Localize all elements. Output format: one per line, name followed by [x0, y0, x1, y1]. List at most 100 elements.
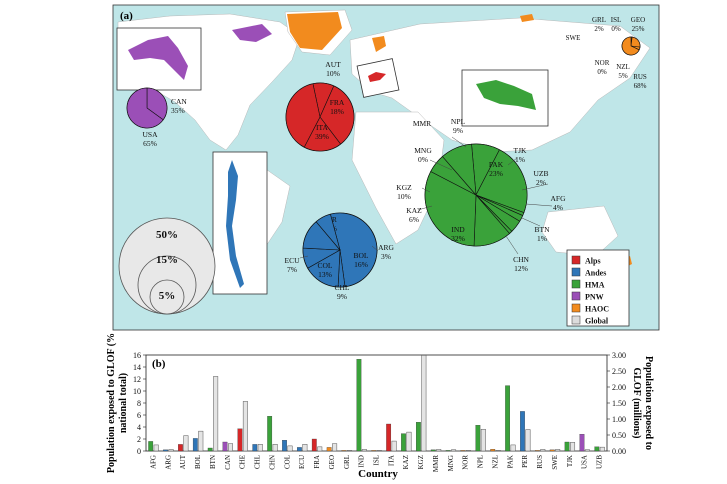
pie-value-hma-afg: 4% [553, 203, 563, 212]
region-legend: Alps Andes HMA PNW HAOC Global [566, 249, 630, 327]
pie-label-hma-btn: BTN [535, 225, 551, 234]
pie-value-andes-ecu: 7% [287, 265, 297, 274]
y-tick-right-3-00: 3.00 [612, 351, 626, 360]
y-tick-right-2-50: 2.50 [612, 367, 626, 376]
x-tick-mmr: MMR [432, 455, 440, 472]
pie-value-haoc-isl: 0% [611, 25, 621, 33]
pie-label-hma-uzb: UZB [534, 169, 549, 178]
x-tick-ecu: ECU [298, 455, 306, 469]
x-tick-che: CHE [239, 455, 247, 469]
glacier-pnw-map [232, 24, 272, 42]
bar-population-che [242, 401, 248, 452]
x-tick-kgz: KGZ [417, 455, 425, 469]
x-tick-ita: ITA [387, 455, 395, 466]
bar-percent-mmr [430, 449, 436, 452]
pie-label-alps-fra: FRA [330, 98, 345, 107]
bar-percent-isl [371, 450, 377, 452]
y-tick-left-12: 12 [133, 375, 141, 384]
bar-population-mmr [436, 449, 442, 452]
bar-population-rus [540, 449, 546, 452]
x-tick-grl: GRL [343, 455, 351, 469]
pie-leader-line [521, 217, 541, 227]
x-tick-fra: FRA [313, 455, 321, 469]
pie-slice-alps-ita [285, 83, 321, 148]
bar-percent-nzl [490, 449, 496, 452]
x-tick-labels: AFG ARG AUT BOL BTN CAN CHE CHL CHN COL ECU FRA GEO G… [149, 454, 603, 472]
bar-percent-chl [252, 444, 258, 452]
pie-leader-line [507, 157, 518, 166]
pie-slice-hma-ind [424, 171, 477, 247]
size-legend-label-5-: 5% [159, 290, 176, 302]
bar-population-aut [183, 435, 189, 452]
y-axis-label-right-line1: Population exposed to [643, 356, 654, 450]
pie-hma: NPL9%MMRMNG0%PAK23%TJK1%UZB2%AFG4%BTN1%C… [396, 117, 566, 273]
pie-slice-alps-che [319, 85, 355, 145]
x-tick-usa: USA [581, 455, 589, 469]
y-tick-left-16: 16 [133, 351, 141, 360]
bar-percent-nor [460, 450, 466, 452]
x-tick-tjk: TJK [566, 455, 574, 467]
bar-percent-kgz [415, 422, 421, 452]
bar-chart: 0 2 4 6 8 10 12 14 16 0.00 0.50 1.00 1.50 2.00 2.50 3.… [106, 333, 654, 480]
x-tick-can: CAN [224, 455, 232, 470]
x-tick-btn: BTN [209, 455, 217, 469]
bar-population-isl [376, 450, 382, 452]
x-tick-per: PER [521, 455, 529, 468]
pie-value-hma-ind: 32% [451, 234, 465, 243]
pie-label-hma-chn: CHN [513, 255, 529, 264]
y-tick-right-2-00: 2.00 [612, 383, 626, 392]
size-legend-circle-5- [149, 279, 185, 315]
pie-value-hma-chn: 12% [514, 264, 528, 273]
legend-label-haoc: HAOC [585, 305, 609, 314]
pie-value-andes-bol: 16% [354, 260, 368, 269]
bar-percent-col [282, 440, 287, 452]
pie-label-hma-tjk: TJK [514, 146, 528, 155]
glacier-greenland [287, 12, 342, 50]
y-tick-left-4: 4 [137, 423, 141, 432]
glacier-pnw-inset [128, 36, 188, 80]
pie-label-haoc-nor: NOR [595, 59, 610, 67]
y-axis-label-left-line2: national total) [118, 373, 129, 433]
x-tick-nor: NOR [462, 455, 470, 470]
x-tick-aut: AUT [179, 454, 187, 469]
bar-population-fra [317, 446, 323, 452]
x-tick-kaz: KAZ [402, 455, 410, 469]
bar-population-grl [347, 450, 352, 452]
pie-slice-hma-pak [475, 149, 528, 213]
y-tick-left-8: 8 [137, 399, 141, 408]
pie-label-andes-col: COL [318, 261, 333, 270]
pie-value-hma-btn: 1% [537, 234, 547, 243]
y-tick-left-0: 0 [137, 447, 141, 456]
bar-population-swe [555, 449, 561, 452]
bar-percent-kaz [401, 433, 406, 452]
x-tick-nzl: NZL [491, 455, 499, 469]
bar-percent-geo [326, 447, 332, 452]
pie-label-andes-ecu: ECU [285, 256, 301, 265]
pie-leader-line [451, 136, 467, 148]
y-axis-label-right-line2: GLOF (millions) [631, 367, 642, 438]
pie-value-haoc-rus: 68% [634, 82, 647, 90]
x-tick-col: COL [283, 455, 291, 469]
pie-label-andes-arg: ARG [378, 243, 394, 252]
pie-leader-line [421, 187, 431, 193]
bar-population-ecu [302, 444, 308, 452]
x-axis-label: Country [358, 468, 398, 480]
pie-label-hma-mng: MNG [414, 146, 432, 155]
x-tick-arg: ARG [164, 455, 172, 470]
pie-value-hma-npl: 9% [453, 126, 463, 135]
pie-label-hma-ind: IND [451, 225, 465, 234]
pie-value-alps-ita: 39% [315, 132, 329, 141]
x-tick-pak: PAK [506, 455, 514, 468]
bar-percent-afg [148, 441, 154, 452]
pie-leader-line [371, 245, 379, 252]
bar-population-afg [153, 444, 159, 452]
bar-population-can [228, 443, 233, 452]
pie-value-hma-kaz: 6% [409, 215, 419, 224]
y-ticks-right: 0.00 0.50 1.00 1.50 2.00 2.50 3.00 [607, 351, 626, 456]
pie-value-hma-mng: 0% [418, 155, 428, 164]
legend-label-andes: Andes [585, 269, 606, 278]
bar-percent-ind [356, 359, 362, 452]
pie-label-haoc-geo: GEO [631, 16, 645, 24]
glacier-scandinavia [372, 36, 386, 52]
